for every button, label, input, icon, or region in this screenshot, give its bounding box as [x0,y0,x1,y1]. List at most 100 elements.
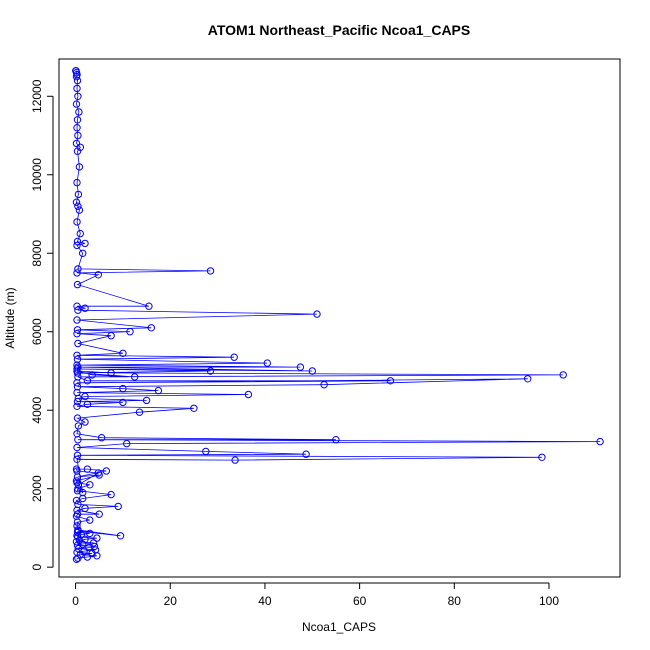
series-line [75,70,601,560]
x-axis-label: Ncoa1_CAPS [302,620,376,634]
data-point [107,332,115,340]
y-tick-label: 4000 [30,397,44,424]
data-point [81,418,89,426]
data-point [73,241,81,250]
data-point [72,555,81,563]
data-point [73,369,82,377]
y-tick-label: 0 [30,564,44,571]
data-point [81,392,89,401]
plot-frame [58,58,621,578]
data-point [206,267,215,275]
data-point [73,510,82,518]
data-point [107,490,115,499]
data-point [73,116,82,124]
data-point [75,163,84,171]
data-point [93,534,101,542]
data-point [73,548,81,556]
x-tick-label: 60 [353,594,367,608]
data-point [74,339,82,348]
data-point [296,363,305,371]
data-point [81,239,89,248]
data-point [73,330,81,338]
data-point [332,436,340,444]
data-point [524,375,532,383]
x-tick-label: 20 [164,594,178,608]
data-point [91,546,100,554]
y-tick-label: 6000 [30,318,44,345]
data-point [73,541,82,549]
data-point [95,510,103,518]
x-tick-label: 40 [258,594,272,608]
data-point [231,456,239,464]
data-point [73,84,81,93]
data-point [86,516,94,524]
data-point [308,367,316,375]
data-point [73,355,82,363]
data-point [559,371,567,379]
data-point [74,202,82,210]
data-point [190,404,198,412]
data-point [73,237,82,246]
data-point [72,139,81,148]
data-point [74,485,82,493]
data-series [72,67,604,563]
chart-title: ATOM1 Northeast_Pacific Ncoa1_CAPS [208,22,470,38]
data-point [74,422,83,430]
data-point [79,249,87,258]
data-point [74,526,82,534]
data-point [74,545,83,553]
data-point [74,265,82,273]
data-point [75,108,83,116]
data-point [596,437,604,446]
data-point [81,304,89,312]
data-point [73,124,81,132]
data-point [88,371,96,379]
data-point [73,280,82,289]
data-point [73,269,81,277]
data-point [116,532,125,540]
data-point [94,271,103,279]
data-point [79,494,87,503]
data-point [95,471,103,479]
data-point [320,381,328,389]
data-point [74,131,82,140]
data-point [154,386,163,395]
data-point [73,383,82,391]
data-point [83,553,92,561]
y-axis-label: Altitude (m) [3,287,17,348]
data-point [76,143,85,152]
data-point [123,439,131,448]
data-point [202,447,210,456]
data-point [302,450,310,458]
data-point [83,465,92,473]
data-point [131,373,139,381]
data-point [74,500,82,509]
data-point [145,302,153,310]
data-point [72,198,81,206]
data-point [263,359,271,367]
data-point [73,522,81,530]
data-point [119,349,127,357]
data-point [72,465,81,473]
data-point [81,504,89,512]
data-point [97,434,106,442]
data-point [102,467,111,475]
data-point [73,402,81,410]
data-point [85,543,93,552]
data-point [86,481,94,489]
data-point [72,67,80,75]
data-point [230,353,238,361]
data-point [73,455,81,463]
data-point [73,430,81,438]
y-tick-label: 10000 [30,158,44,192]
axes: 0 20 40 60 80 100 0 2000 4000 6000 8000 10000 12000 [30,79,559,608]
data-point [386,377,395,385]
data-point [114,502,122,511]
y-tick-label: 2000 [30,475,44,502]
data-point [119,398,127,407]
data-point [74,92,82,101]
y-tick-label: 8000 [30,240,44,267]
data-point [73,316,81,324]
data-point [73,397,82,406]
data-point [74,190,83,199]
